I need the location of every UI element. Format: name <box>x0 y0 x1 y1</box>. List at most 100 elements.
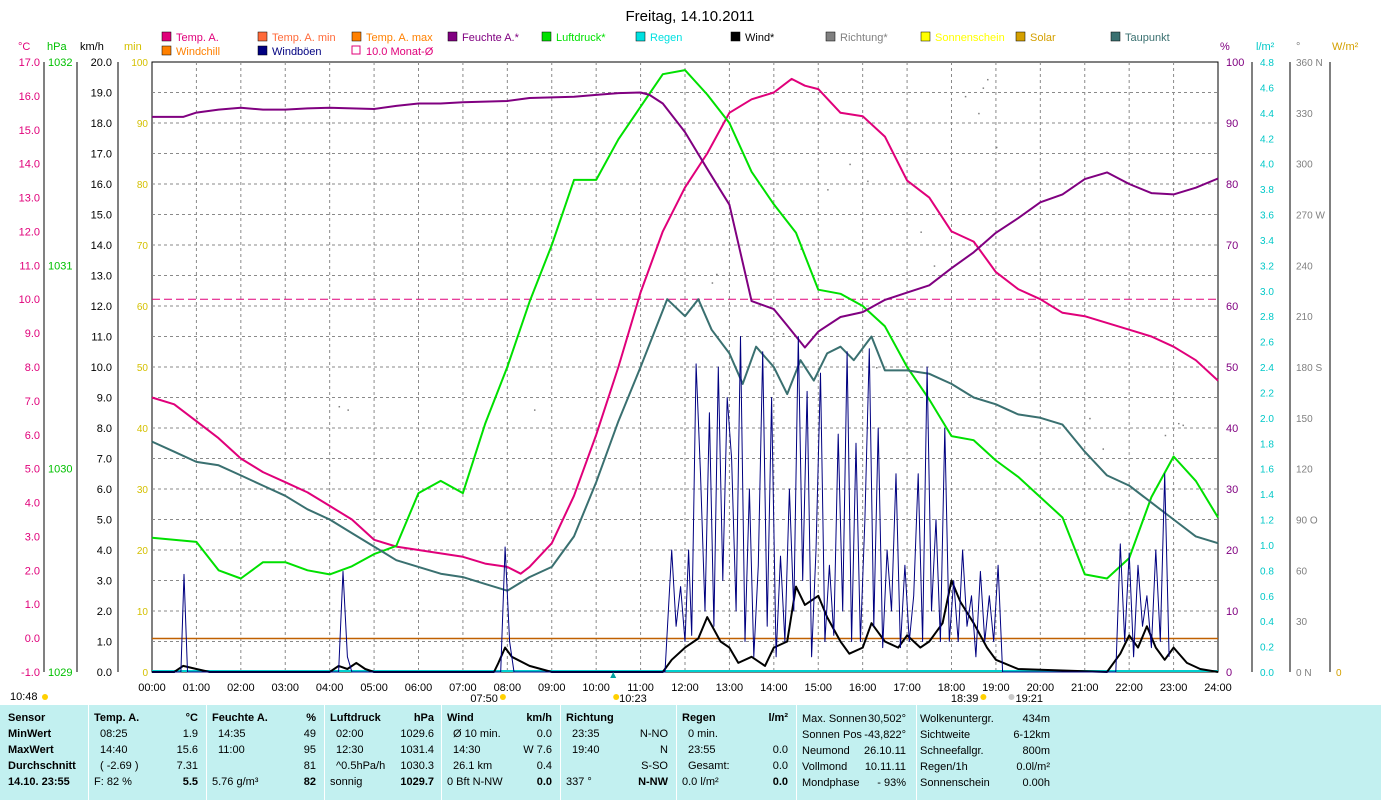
direction-point <box>716 273 718 276</box>
legend-label: Taupunkt <box>1125 32 1170 44</box>
humidity-tick-label: 80 <box>1226 179 1238 191</box>
rain-tick-label: 2.4 <box>1260 363 1274 374</box>
rain-row-value: 0.0 <box>772 776 788 788</box>
direction-point <box>196 417 198 420</box>
temp-row-label: 14:40 <box>100 744 128 756</box>
cloud-row-value: 800m <box>1022 745 1050 757</box>
rain-tick-label: 1.4 <box>1260 490 1274 501</box>
rain-row-value: 0.0 <box>772 744 788 756</box>
legend-swatch <box>257 45 268 56</box>
panel-separator <box>560 705 561 800</box>
x-tick-label: 07:00 <box>449 682 477 694</box>
humidity-row-value: 49 <box>303 728 316 740</box>
direction-point <box>782 333 785 335</box>
x-tick-label: 19:00 <box>982 682 1010 694</box>
direction-point <box>800 248 802 250</box>
wind-tick-label: 0.0 <box>97 667 112 679</box>
temp-row-value: 7.31 <box>176 760 198 772</box>
x-tick-label: 06:00 <box>405 682 433 694</box>
rain-tick-label: 0.2 <box>1260 643 1274 654</box>
x-tick-label: 05:00 <box>360 682 388 694</box>
rain-tick-label: 3.2 <box>1260 261 1274 272</box>
x-tick-label: 01:00 <box>183 682 211 694</box>
rain-row-label: 0 min. <box>688 728 718 740</box>
rain-unit: l/m² <box>768 712 788 724</box>
direction-tick-label: 270 W <box>1296 211 1325 222</box>
sensor-row-label: MaxWert <box>8 744 54 756</box>
direction-tick-label: 210 <box>1296 312 1313 323</box>
solar-tick-label: 0 <box>1336 668 1342 679</box>
temp-tick-label: 12.0 <box>19 226 40 238</box>
pressure-row-value: 1029.6 <box>400 728 434 740</box>
x-tick-label: 18:00 <box>938 682 966 694</box>
wind-row-value: 0.0 <box>536 728 552 740</box>
direction-point <box>1089 417 1091 420</box>
x-tick-label: 11:00 <box>627 682 654 694</box>
rain-tick-label: 4.4 <box>1260 109 1274 120</box>
temp-tick-label: 11.0 <box>19 260 40 272</box>
humidity-tick-label: 70 <box>1226 240 1238 252</box>
rain-tick-label: 1.8 <box>1260 439 1274 450</box>
minutes-tick-label: 100 <box>131 58 148 69</box>
x-tick-label: 09:00 <box>538 682 566 694</box>
series-feuchte-a <box>152 91 1219 349</box>
direction-point <box>964 95 967 98</box>
direction-point <box>995 146 998 149</box>
wind-tick-label: 3.0 <box>97 576 112 588</box>
humidity-tick-label: 40 <box>1226 423 1238 435</box>
axis-unit-label: ° <box>1296 41 1300 53</box>
legend-swatch <box>447 31 458 42</box>
rain-row-label: 23:55 <box>688 744 716 756</box>
legend-swatch <box>825 31 836 42</box>
sunset-icon <box>980 694 987 700</box>
series-luftdruck <box>151 69 1219 580</box>
legend-label: Regen <box>650 32 682 44</box>
rain-tick-label: 4.0 <box>1260 160 1274 171</box>
temp-row-value: 5.5 <box>182 776 198 788</box>
cloud-row-label: Sonnenschein <box>920 777 990 789</box>
wind-row-value: W 7.6 <box>523 744 552 756</box>
x-tick-label: 10:00 <box>582 682 610 694</box>
minutes-tick-label: 50 <box>137 363 149 374</box>
wind-header: Wind <box>447 712 474 724</box>
wind-tick-label: 18.0 <box>91 118 112 130</box>
legend-label: Temp. A. <box>176 32 219 44</box>
temp-tick-label: 1.0 <box>25 599 40 611</box>
humidity-header: Feuchte A. <box>212 712 268 724</box>
direction-point <box>711 282 714 284</box>
wind-row-value: 0.4 <box>536 760 552 772</box>
rain-row-value: 0.0 <box>772 760 788 772</box>
temp-tick-label: 17.0 <box>19 57 40 69</box>
axis-unit-label: W/m² <box>1332 41 1359 53</box>
wind-tick-label: 13.0 <box>91 271 112 283</box>
axis-unit-label: min <box>124 41 142 53</box>
temp-tick-label: 2.0 <box>25 565 40 577</box>
direction-tick-label: 300 <box>1296 160 1313 171</box>
humidity-tick-label: 30 <box>1226 484 1238 496</box>
direction-tick-label: 240 <box>1296 261 1313 272</box>
sunrise-icon <box>499 694 506 700</box>
x-tick-label: 21:00 <box>1071 682 1099 694</box>
wind-tick-label: 14.0 <box>91 240 112 252</box>
rain-tick-label: 4.8 <box>1260 58 1274 69</box>
direction-point <box>875 367 878 369</box>
cloud-row-value: 6-12km <box>1013 729 1050 741</box>
minutes-tick-label: 10 <box>137 607 149 618</box>
humidity-tick-label: 60 <box>1226 301 1238 313</box>
humidity-tick-label: 10 <box>1226 606 1238 618</box>
minutes-tick-label: 60 <box>137 302 149 313</box>
humidity-row-value: 81 <box>303 760 316 772</box>
legend-swatch <box>541 31 552 42</box>
legend-label: Windchill <box>176 46 220 58</box>
humidity-tick-label: 90 <box>1226 118 1238 130</box>
legend-swatch <box>635 31 646 42</box>
wind-tick-label: 4.0 <box>97 545 112 557</box>
cloud-row-value: 0.00h <box>1022 777 1050 789</box>
axis-unit-label: °C <box>18 41 30 53</box>
rain-tick-label: 0.4 <box>1260 617 1274 628</box>
direction-tick-label: 330 <box>1296 109 1313 120</box>
legend-swatch <box>161 45 172 56</box>
direction-point <box>1182 424 1184 427</box>
direction-row-value: N-NO <box>639 728 668 740</box>
direction-point <box>1178 422 1180 425</box>
